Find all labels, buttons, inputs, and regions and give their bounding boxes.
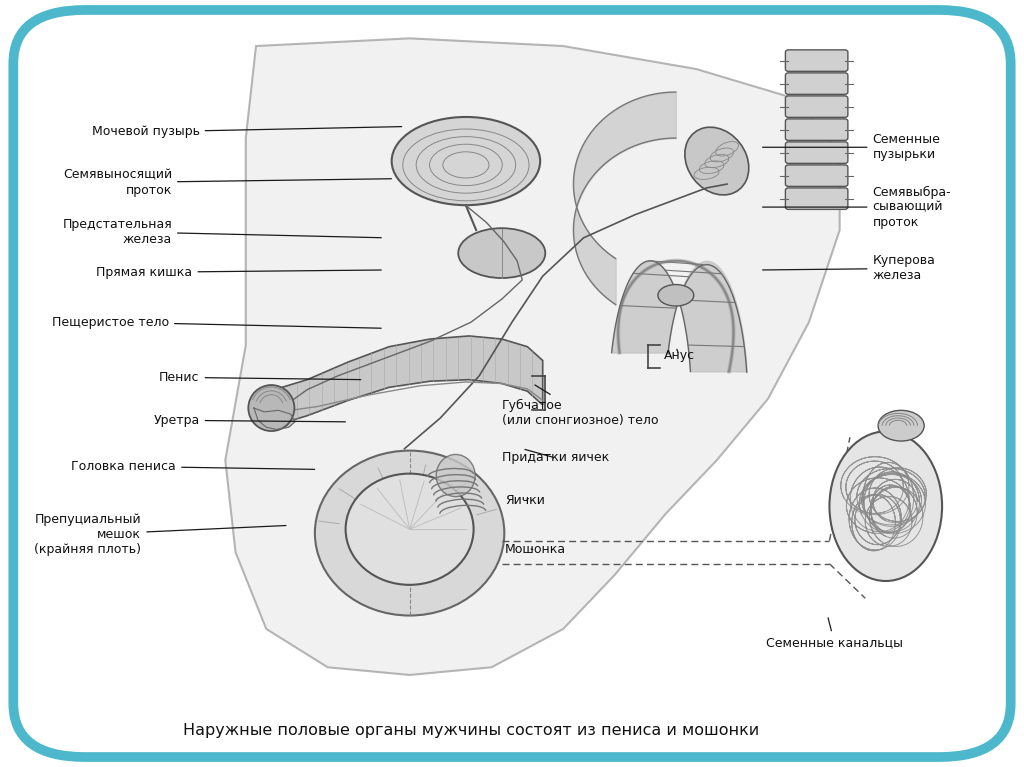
Text: Наружные половые органы мужчины состоят из пениса и мошонки: Наружные половые органы мужчины состоят … (183, 723, 759, 738)
Ellipse shape (391, 117, 541, 205)
Text: Анус: Анус (664, 349, 694, 361)
Ellipse shape (249, 385, 295, 431)
Text: Куперова
железа: Куперова железа (763, 255, 935, 282)
Text: Пещеристое тело: Пещеристое тело (52, 316, 381, 328)
Text: Семявыносящий
проток: Семявыносящий проток (62, 169, 391, 196)
Text: Семенные канальцы: Семенные канальцы (766, 618, 903, 649)
FancyBboxPatch shape (785, 165, 848, 186)
Ellipse shape (829, 431, 942, 581)
Text: Головка пениса: Головка пениса (72, 460, 314, 472)
Text: Прямая кишка: Прямая кишка (96, 266, 381, 278)
Ellipse shape (658, 285, 694, 306)
Ellipse shape (879, 410, 924, 441)
FancyBboxPatch shape (785, 73, 848, 94)
Text: Предстательная
железа: Предстательная железа (62, 218, 381, 245)
Text: Придатки яичек: Придатки яичек (502, 449, 609, 464)
Ellipse shape (436, 454, 475, 497)
FancyBboxPatch shape (785, 119, 848, 140)
Text: Мошонка: Мошонка (505, 544, 566, 556)
Ellipse shape (315, 451, 505, 615)
FancyBboxPatch shape (785, 142, 848, 163)
FancyBboxPatch shape (785, 188, 848, 209)
Ellipse shape (459, 229, 545, 278)
Text: Семенные
пузырьки: Семенные пузырьки (763, 133, 940, 161)
FancyBboxPatch shape (785, 96, 848, 117)
Text: Губчатое
(или спонгиозное) тело: Губчатое (или спонгиозное) тело (502, 385, 658, 426)
Polygon shape (225, 38, 840, 675)
Text: Мочевой пузырь: Мочевой пузырь (92, 126, 401, 138)
Ellipse shape (346, 473, 473, 584)
Polygon shape (254, 408, 295, 430)
Polygon shape (274, 336, 543, 426)
Text: Препуциальный
мешок
(крайняя плоть): Препуциальный мешок (крайняя плоть) (35, 513, 286, 556)
Text: Пенис: Пенис (159, 371, 360, 384)
Ellipse shape (685, 127, 749, 195)
Text: Уретра: Уретра (154, 414, 345, 426)
Text: Семявыбра-
сывающий
проток: Семявыбра- сывающий проток (763, 186, 951, 229)
Text: Яички: Яички (505, 495, 545, 507)
FancyBboxPatch shape (785, 50, 848, 71)
